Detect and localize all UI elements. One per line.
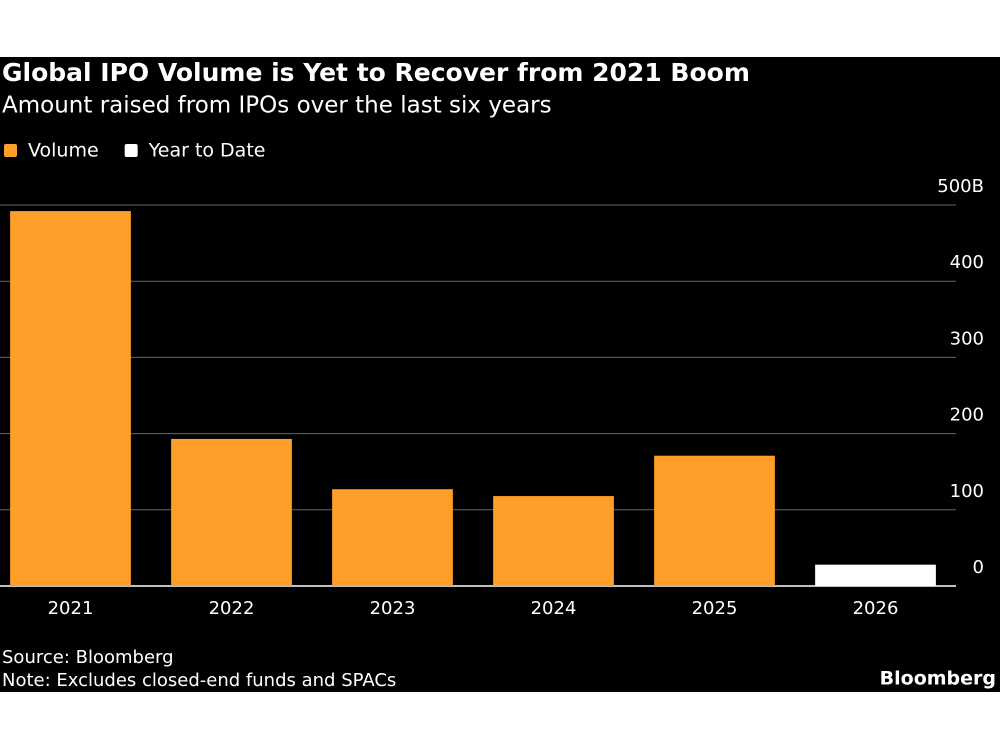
x-tick-label: 2024: [531, 598, 577, 619]
x-tick-label: 2023: [370, 598, 416, 619]
legend-swatch: [4, 144, 17, 157]
y-tick-label: 200: [950, 405, 984, 426]
y-tick-label: 400: [950, 252, 984, 273]
chart-title: Global IPO Volume is Yet to Recover from…: [2, 58, 750, 87]
logo: Bloomberg: [880, 668, 996, 690]
source: Source: Bloomberg: [2, 647, 174, 668]
bar: [654, 455, 775, 586]
legend-label: Volume: [28, 140, 99, 162]
x-tick-label: 2026: [853, 598, 899, 619]
legend-label: Year to Date: [148, 140, 266, 162]
y-tick-label: 300: [950, 328, 984, 349]
bar: [815, 564, 936, 586]
y-tick-label: 100: [950, 481, 984, 502]
bar: [10, 211, 131, 586]
bar: [171, 438, 292, 586]
bar: [493, 496, 614, 586]
bar: [332, 489, 453, 586]
note: Note: Excludes closed-end funds and SPAC…: [2, 670, 396, 691]
x-tick-label: 2022: [209, 598, 255, 619]
x-tick-label: 2025: [692, 598, 738, 619]
legend-swatch: [124, 144, 138, 157]
chart-subtitle: Amount raised from IPOs over the last si…: [2, 93, 552, 119]
y-tick-label: 500B: [937, 176, 984, 197]
x-tick-label: 2021: [48, 598, 94, 619]
y-tick-label: 0: [973, 557, 984, 578]
